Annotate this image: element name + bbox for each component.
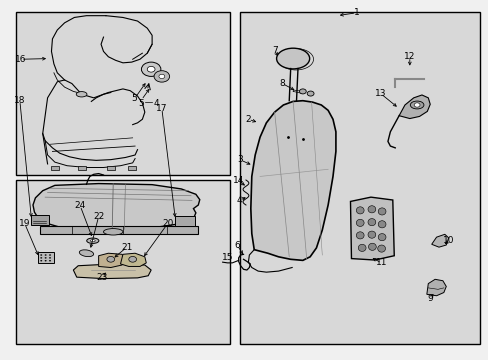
Ellipse shape: [409, 101, 423, 109]
Circle shape: [44, 260, 46, 261]
Circle shape: [49, 257, 51, 258]
Circle shape: [413, 103, 419, 107]
Ellipse shape: [356, 232, 364, 239]
Circle shape: [154, 71, 169, 82]
Circle shape: [159, 74, 164, 78]
Ellipse shape: [377, 221, 385, 228]
Bar: [78, 166, 85, 170]
Polygon shape: [350, 197, 393, 260]
Text: 1: 1: [353, 8, 359, 17]
Text: 20: 20: [162, 219, 173, 228]
Bar: [16, 180, 229, 344]
Polygon shape: [99, 253, 125, 267]
Polygon shape: [73, 264, 151, 279]
Ellipse shape: [76, 91, 87, 97]
Text: 2: 2: [245, 115, 251, 124]
Ellipse shape: [356, 219, 364, 226]
Circle shape: [107, 256, 115, 262]
Ellipse shape: [377, 245, 385, 252]
Bar: [40, 226, 198, 234]
Bar: [175, 216, 195, 226]
Ellipse shape: [86, 238, 99, 243]
Ellipse shape: [367, 219, 375, 226]
Polygon shape: [250, 101, 335, 260]
Text: 11: 11: [375, 258, 386, 267]
Polygon shape: [426, 279, 446, 296]
Ellipse shape: [377, 208, 385, 215]
Bar: [107, 166, 115, 170]
Polygon shape: [431, 234, 448, 247]
Ellipse shape: [368, 243, 375, 250]
Ellipse shape: [367, 231, 375, 238]
Text: 12: 12: [403, 52, 415, 61]
Circle shape: [40, 257, 42, 258]
Circle shape: [141, 62, 161, 76]
Circle shape: [147, 66, 155, 72]
Text: 8: 8: [279, 79, 285, 88]
Text: 4: 4: [236, 196, 242, 205]
Bar: [51, 166, 59, 170]
Ellipse shape: [377, 234, 385, 241]
Text: 16: 16: [15, 55, 26, 64]
Circle shape: [49, 260, 51, 261]
Ellipse shape: [367, 206, 375, 213]
Text: 21: 21: [121, 243, 132, 252]
Text: 22: 22: [93, 212, 104, 221]
Bar: [239, 12, 479, 344]
Circle shape: [299, 89, 305, 94]
Text: 17: 17: [156, 104, 167, 113]
Text: 18: 18: [14, 96, 25, 105]
Circle shape: [128, 256, 136, 262]
Circle shape: [40, 260, 42, 261]
Ellipse shape: [356, 207, 364, 214]
Text: 19: 19: [19, 219, 30, 228]
Polygon shape: [120, 253, 146, 266]
Circle shape: [44, 254, 46, 256]
Circle shape: [49, 254, 51, 256]
Polygon shape: [33, 184, 200, 229]
Circle shape: [40, 254, 42, 256]
Ellipse shape: [103, 229, 122, 235]
Ellipse shape: [358, 244, 366, 251]
Text: 3: 3: [237, 156, 243, 165]
Text: 6: 6: [234, 240, 240, 249]
Text: 9: 9: [427, 294, 432, 303]
Ellipse shape: [276, 48, 309, 69]
Ellipse shape: [79, 250, 93, 257]
Polygon shape: [398, 95, 429, 118]
Text: 24: 24: [74, 201, 85, 210]
Text: 7: 7: [271, 46, 277, 55]
Text: 5: 5: [138, 99, 144, 108]
Bar: [38, 252, 54, 263]
Text: 23: 23: [97, 273, 108, 282]
Bar: [30, 215, 49, 225]
Ellipse shape: [90, 240, 95, 242]
Circle shape: [306, 91, 313, 96]
Bar: [16, 12, 229, 175]
Text: 14: 14: [232, 176, 244, 185]
Text: 5: 5: [131, 94, 137, 103]
Bar: [127, 166, 135, 170]
Text: 4: 4: [153, 99, 159, 108]
Text: 15: 15: [221, 253, 233, 262]
Text: 10: 10: [442, 236, 453, 245]
Circle shape: [44, 257, 46, 258]
Text: 13: 13: [374, 89, 386, 98]
